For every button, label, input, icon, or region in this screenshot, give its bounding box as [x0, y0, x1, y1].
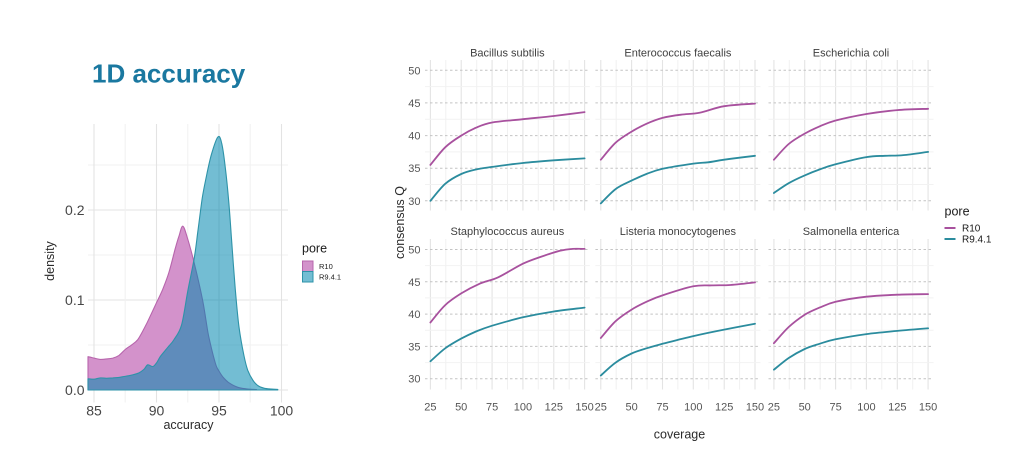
- svg-text:accuracy: accuracy: [163, 418, 214, 432]
- svg-text:25: 25: [768, 401, 780, 413]
- svg-text:125: 125: [545, 401, 563, 413]
- svg-text:50: 50: [408, 65, 420, 77]
- svg-text:40: 40: [408, 309, 420, 321]
- svg-text:50: 50: [408, 245, 420, 257]
- svg-text:90: 90: [149, 403, 165, 419]
- svg-text:50: 50: [799, 401, 811, 413]
- svg-text:pore: pore: [945, 205, 970, 219]
- svg-text:pore: pore: [302, 242, 327, 256]
- svg-text:R10: R10: [319, 262, 333, 271]
- svg-text:consensus Q: consensus Q: [393, 186, 407, 259]
- svg-text:35: 35: [408, 341, 420, 353]
- svg-text:95: 95: [211, 403, 227, 419]
- svg-text:100: 100: [857, 401, 875, 413]
- svg-text:30: 30: [408, 374, 420, 386]
- svg-text:100: 100: [514, 401, 532, 413]
- svg-text:75: 75: [656, 401, 668, 413]
- svg-text:30: 30: [408, 196, 420, 208]
- svg-text:Bacillus subtilis: Bacillus subtilis: [470, 48, 545, 60]
- svg-text:45: 45: [408, 277, 420, 289]
- svg-text:Enterococcus faecalis: Enterococcus faecalis: [624, 48, 731, 60]
- svg-text:0.1: 0.1: [65, 292, 85, 308]
- svg-text:75: 75: [829, 401, 841, 413]
- svg-text:1D accuracy: 1D accuracy: [92, 59, 246, 89]
- svg-text:Listeria monocytogenes: Listeria monocytogenes: [620, 226, 737, 238]
- svg-text:85: 85: [86, 403, 102, 419]
- svg-text:45: 45: [408, 98, 420, 110]
- svg-text:R9.4.1: R9.4.1: [962, 234, 992, 245]
- svg-text:R10: R10: [962, 223, 981, 234]
- svg-text:density: density: [43, 240, 57, 280]
- svg-text:125: 125: [888, 401, 906, 413]
- svg-text:100: 100: [270, 403, 294, 419]
- svg-text:Salmonella enterica: Salmonella enterica: [803, 226, 900, 238]
- svg-text:Staphylococcus aureus: Staphylococcus aureus: [451, 226, 565, 238]
- svg-text:25: 25: [424, 401, 436, 413]
- svg-text:125: 125: [715, 401, 733, 413]
- svg-text:50: 50: [455, 401, 467, 413]
- svg-text:150: 150: [575, 401, 593, 413]
- svg-text:25: 25: [595, 401, 607, 413]
- svg-text:0.2: 0.2: [65, 202, 85, 218]
- svg-text:100: 100: [684, 401, 702, 413]
- svg-text:0.0: 0.0: [65, 382, 85, 398]
- svg-text:150: 150: [746, 401, 764, 413]
- svg-text:35: 35: [408, 163, 420, 175]
- svg-text:Escherichia coli: Escherichia coli: [813, 48, 889, 60]
- svg-text:150: 150: [919, 401, 937, 413]
- svg-text:coverage: coverage: [654, 427, 705, 441]
- svg-text:50: 50: [625, 401, 637, 413]
- svg-text:R9.4.1: R9.4.1: [319, 273, 341, 282]
- svg-text:75: 75: [486, 401, 498, 413]
- svg-text:40: 40: [408, 131, 420, 143]
